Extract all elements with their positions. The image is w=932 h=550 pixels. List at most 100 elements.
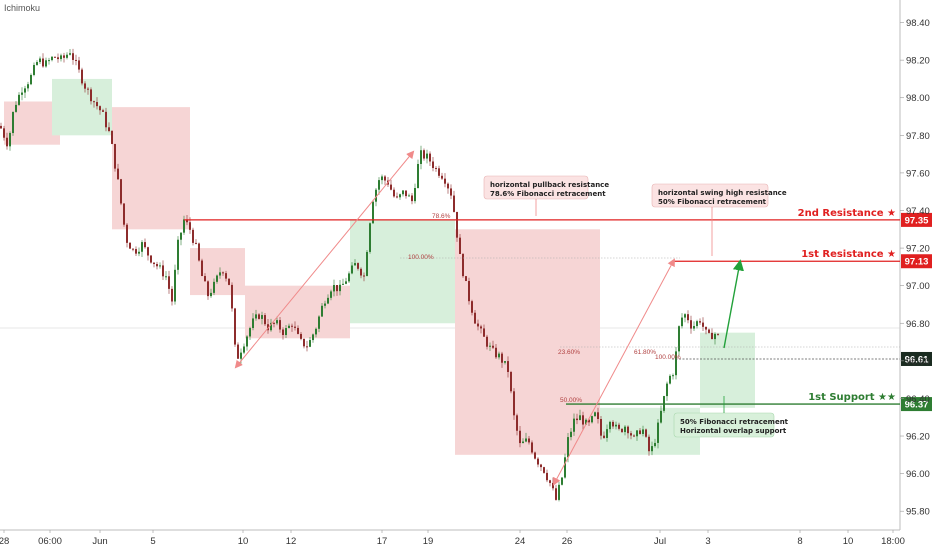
candle-body bbox=[492, 345, 494, 348]
candle-body bbox=[111, 130, 113, 144]
price-tick-label: 97.60 bbox=[906, 168, 930, 179]
candle-body bbox=[276, 320, 278, 324]
level-price-2: 96.61 bbox=[905, 354, 929, 365]
candle-body bbox=[522, 441, 524, 444]
candle-body bbox=[183, 219, 185, 233]
candle-body bbox=[309, 340, 311, 347]
candle-body bbox=[660, 410, 662, 423]
fib-label-4: 100.00% bbox=[655, 354, 681, 361]
candle-body bbox=[543, 467, 545, 473]
candle-body bbox=[384, 176, 386, 181]
time-tick-label: 10 bbox=[238, 536, 249, 547]
note-overlap-support: 50% Fibonacci retracement Horizontal ove… bbox=[673, 396, 789, 438]
candle-body bbox=[72, 53, 74, 60]
candle-body bbox=[231, 284, 233, 309]
cloud-segment-1 bbox=[52, 78, 112, 136]
candle-body bbox=[330, 291, 332, 298]
candle-body bbox=[357, 263, 359, 269]
candle-body bbox=[342, 283, 344, 285]
price-tick-label: 98.00 bbox=[906, 93, 930, 104]
candle-body bbox=[687, 314, 689, 321]
candle-body bbox=[486, 336, 488, 347]
time-tick-label: 26 bbox=[562, 536, 573, 547]
candle-body bbox=[672, 375, 674, 377]
candle-body bbox=[324, 303, 326, 306]
price-axis[interactable]: 98.40 98.20 98.00 97.80 97.60 97.40 97.20 97.00… bbox=[900, 18, 930, 518]
candle-body bbox=[468, 280, 470, 302]
time-tick-label: 17 bbox=[377, 536, 388, 547]
candle-body bbox=[702, 322, 704, 327]
candle-body bbox=[555, 488, 557, 500]
candle-body bbox=[144, 242, 146, 248]
candle-body bbox=[96, 102, 98, 107]
candle-body bbox=[444, 178, 446, 184]
candle-body bbox=[669, 375, 671, 384]
svg-text:78.6% Fibonacci retracement: 78.6% Fibonacci retracement bbox=[490, 190, 606, 198]
fib-label-0: 78.6% bbox=[432, 213, 451, 220]
candle-body bbox=[621, 428, 623, 433]
cloud-segment-5 bbox=[350, 219, 455, 324]
candle-body bbox=[186, 219, 188, 223]
candle-body bbox=[99, 106, 101, 111]
price-tick-label: 97.40 bbox=[906, 206, 930, 217]
candle-body bbox=[390, 184, 392, 190]
candle-body bbox=[102, 110, 104, 112]
candle-body bbox=[594, 412, 596, 417]
svg-text:Horizontal overlap support: Horizontal overlap support bbox=[680, 427, 787, 435]
candle-body bbox=[162, 265, 164, 277]
candle-body bbox=[696, 321, 698, 327]
price-tick-label: 97.20 bbox=[906, 244, 930, 255]
candle-body bbox=[546, 472, 548, 481]
candle-body bbox=[540, 464, 542, 468]
candle-body bbox=[60, 55, 62, 60]
candle-body bbox=[423, 150, 425, 159]
candle-body bbox=[612, 421, 614, 427]
candle-body bbox=[300, 333, 302, 339]
time-tick-label: 06:00 bbox=[38, 536, 62, 547]
candle-body bbox=[27, 84, 29, 89]
level-price-tag-3 bbox=[901, 397, 932, 412]
candle-body bbox=[498, 353, 500, 358]
candle-body bbox=[642, 429, 644, 434]
candle-body bbox=[273, 322, 275, 324]
candle-body bbox=[129, 242, 131, 249]
candle-body bbox=[561, 477, 563, 485]
candle-body bbox=[192, 229, 194, 243]
candle-body bbox=[75, 59, 77, 61]
level-price-0: 97.35 bbox=[905, 215, 929, 226]
candle-body bbox=[426, 153, 428, 159]
candle-body bbox=[159, 265, 161, 267]
candle-body bbox=[216, 275, 218, 282]
candle-body bbox=[615, 424, 617, 427]
candle-body bbox=[315, 328, 317, 335]
cloud-segment-6 bbox=[455, 229, 600, 455]
candle-body bbox=[441, 175, 443, 179]
time-axis[interactable]: 28 06:00 Jun 5 10 12 17 19 24 26 Jul 3 8 10 18:00 bbox=[0, 530, 905, 547]
candle-body bbox=[210, 292, 212, 297]
candle-body bbox=[120, 179, 122, 204]
fib-label-5: 50.00% bbox=[560, 397, 582, 404]
candle-body bbox=[681, 317, 683, 327]
level-price-1: 97.13 bbox=[905, 257, 929, 268]
candle-body bbox=[489, 345, 491, 347]
time-tick-label: 3 bbox=[705, 536, 710, 547]
rally-arrow-1 bbox=[234, 150, 415, 369]
svg-text:50% Fibonacci retracement: 50% Fibonacci retracement bbox=[680, 418, 789, 426]
candle-body bbox=[513, 391, 515, 416]
candle-body bbox=[477, 323, 479, 327]
price-tick-label: 97.00 bbox=[906, 281, 930, 292]
candle-body bbox=[222, 272, 224, 274]
candle-body bbox=[381, 176, 383, 181]
candle-body bbox=[558, 484, 560, 500]
candle-body bbox=[255, 314, 257, 319]
time-tick-label: 28 bbox=[0, 536, 9, 547]
candle-body bbox=[600, 419, 602, 436]
candle-body bbox=[453, 195, 455, 212]
candle-body bbox=[657, 422, 659, 443]
candle-body bbox=[258, 314, 260, 319]
candle-body bbox=[168, 276, 170, 289]
indicator-label[interactable]: Ichimoku bbox=[4, 3, 41, 13]
svg-text:horizontal pullback resistance: horizontal pullback resistance bbox=[490, 181, 609, 189]
candle-body bbox=[693, 326, 695, 329]
